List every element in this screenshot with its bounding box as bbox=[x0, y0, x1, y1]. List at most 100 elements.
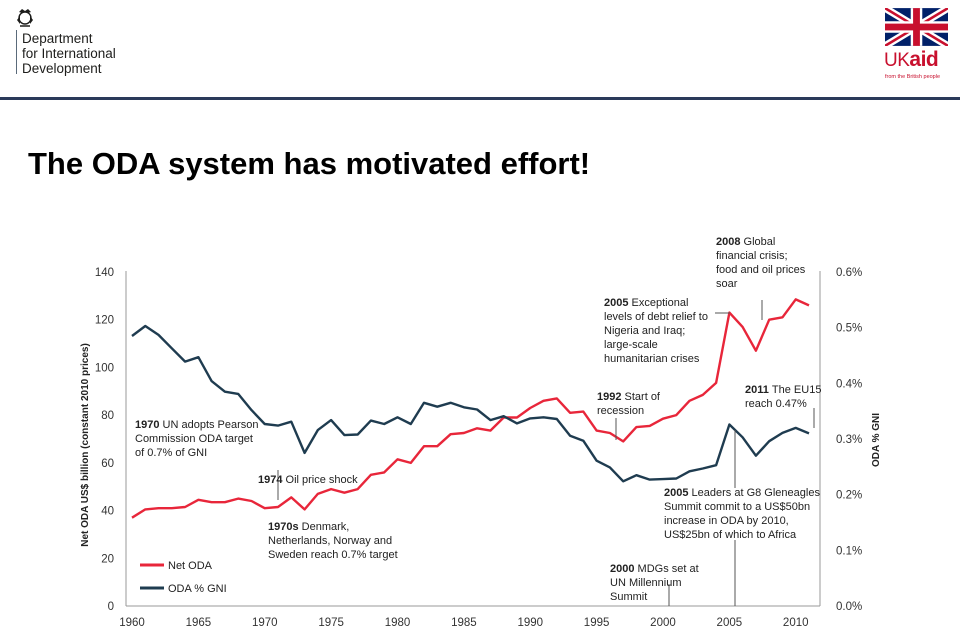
annotation-line: 1974 Oil price shock bbox=[258, 474, 358, 486]
annotation-line: Sweden reach 0.7% target bbox=[268, 549, 398, 561]
x-tick-label: 2005 bbox=[717, 617, 743, 629]
department-line-3: Development bbox=[22, 61, 102, 76]
annotation-line: large-scale bbox=[604, 339, 658, 351]
annotation-1970s: 1970s Denmark, Netherlands, Norway and Swe… bbox=[268, 521, 398, 561]
x-tick-label: 1985 bbox=[451, 617, 477, 629]
annotation-line: 2011 The EU15 bbox=[745, 384, 821, 396]
annotation-line: 2008 Global bbox=[716, 236, 775, 248]
annotation-year: 2005 bbox=[604, 297, 632, 309]
slide-header: Department for International Development… bbox=[0, 0, 960, 100]
annotation-text: The EU15 bbox=[772, 384, 822, 396]
annotation-line: Summit commit to a US$50bn bbox=[664, 501, 810, 513]
x-tick-label: 1960 bbox=[119, 617, 145, 629]
department-line-2: for International bbox=[22, 46, 116, 61]
y-right-tick-label: 0.4% bbox=[836, 378, 862, 390]
annotation-year: 1970s bbox=[268, 521, 302, 533]
annotation-line: Nigeria and Iraq; bbox=[604, 325, 685, 337]
department-line-1: Department bbox=[22, 31, 93, 46]
annotation-year: 1992 bbox=[597, 391, 625, 403]
annotation-line: UN Millennium bbox=[610, 577, 682, 589]
chart-axes bbox=[125, 271, 821, 607]
annotation-1974: 1974 Oil price shock bbox=[258, 474, 358, 486]
y-axis-right-label: ODA % GNI bbox=[871, 413, 882, 467]
logo-divider bbox=[16, 30, 17, 74]
annotation-line: US$25bn of which to Africa bbox=[664, 529, 797, 541]
annotation-text: Exceptional bbox=[632, 297, 689, 309]
ukaid-wordmark: UKaid bbox=[884, 48, 939, 72]
y-right-tick-label: 0.0% bbox=[836, 601, 862, 613]
annotation-line: increase in ODA by 2010, bbox=[664, 515, 789, 527]
annotation-line: 2000 MDGs set at bbox=[610, 563, 699, 575]
chart-annotations: 1970 UN adopts Pearson Commission ODA tar… bbox=[135, 236, 821, 603]
ukaid-uk: UK bbox=[884, 50, 910, 71]
annotation-leaders bbox=[277, 300, 815, 606]
legend-label-net-oda: Net ODA bbox=[168, 560, 213, 572]
annotation-year: 1970 bbox=[135, 419, 163, 431]
axis-ticks: 1960 1965 1970 1975 1980 1985 1990 1995 2000 2005… bbox=[95, 267, 862, 629]
annotation-year: 2011 bbox=[745, 384, 772, 396]
y-left-tick-label: 140 bbox=[95, 267, 114, 279]
annotation-line: food and oil prices bbox=[716, 264, 806, 276]
annotation-2011: 2011 The EU15 reach 0.47% bbox=[745, 384, 821, 410]
y-left-tick-label: 80 bbox=[101, 410, 114, 422]
annotation-text: UN adopts Pearson bbox=[163, 419, 259, 431]
royal-crest-icon bbox=[17, 9, 33, 27]
annotation-line: Commission ODA target bbox=[135, 433, 253, 445]
annotation-text: Global bbox=[744, 236, 776, 248]
annotation-line: 1992 Start of bbox=[597, 391, 661, 403]
x-tick-label: 1965 bbox=[186, 617, 212, 629]
union-flag-icon bbox=[885, 8, 948, 46]
annotation-2008: 2008 Global financial crisis; food and oil… bbox=[716, 236, 806, 290]
y-left-tick-label: 120 bbox=[95, 315, 114, 327]
slide-title: The ODA system has motivated effort! bbox=[28, 146, 591, 181]
ukaid-aid: aid bbox=[909, 48, 939, 71]
annotation-line: recession bbox=[597, 405, 644, 417]
x-tick-label: 1995 bbox=[584, 617, 610, 629]
annotation-line: 2005 Leaders at G8 Gleneagles bbox=[664, 487, 820, 499]
annotation-2005a: 2005 Exceptional levels of debt relief to… bbox=[604, 297, 708, 365]
annotation-2005b: 2005 Leaders at G8 Gleneagles Summit comm… bbox=[664, 487, 820, 541]
annotation-year: 1974 bbox=[258, 474, 286, 486]
annotation-text: Start of bbox=[625, 391, 661, 403]
header-bar bbox=[0, 97, 960, 100]
y-axis-left-label: Net ODA US$ billion (constant 2010 price… bbox=[80, 343, 91, 547]
chart-series bbox=[131, 298, 810, 519]
oda-gni-line bbox=[131, 324, 810, 483]
y-right-tick-label: 0.2% bbox=[836, 490, 862, 502]
y-left-tick-label: 40 bbox=[101, 506, 114, 518]
annotation-line: 1970s Denmark, bbox=[268, 521, 349, 533]
legend: Net ODA ODA % GNI bbox=[140, 560, 227, 595]
y-left-tick-label: 100 bbox=[95, 362, 114, 374]
annotation-2000: 2000 MDGs set at UN Millennium Summit bbox=[610, 563, 699, 603]
annotation-1992: 1992 Start of recession bbox=[597, 391, 661, 417]
y-right-tick-label: 0.6% bbox=[836, 267, 862, 279]
annotation-line: reach 0.47% bbox=[745, 398, 807, 410]
annotation-line: humanitarian crises bbox=[604, 353, 700, 365]
annotation-text: Leaders at G8 Gleneagles bbox=[692, 487, 821, 499]
annotation-line: soar bbox=[716, 278, 738, 290]
annotation-year: 2005 bbox=[664, 487, 692, 499]
x-tick-label: 1980 bbox=[385, 617, 411, 629]
department-name: Department for International Development bbox=[22, 31, 116, 76]
annotation-year: 2008 bbox=[716, 236, 744, 248]
annotation-text: Oil price shock bbox=[286, 474, 359, 486]
annotation-text: MDGs set at bbox=[638, 563, 699, 575]
y-right-tick-label: 0.5% bbox=[836, 323, 862, 335]
annotation-line: financial crisis; bbox=[716, 250, 788, 262]
annotation-year: 2000 bbox=[610, 563, 638, 575]
x-tick-label: 1970 bbox=[252, 617, 278, 629]
annotation-line: of 0.7% of GNI bbox=[135, 447, 207, 459]
y-left-tick-label: 20 bbox=[101, 553, 114, 565]
y-right-tick-label: 0.3% bbox=[836, 434, 862, 446]
annotation-text: Denmark, bbox=[302, 521, 350, 533]
y-right-tick-label: 0.1% bbox=[836, 545, 862, 557]
x-tick-label: 2010 bbox=[783, 617, 809, 629]
x-tick-label: 2000 bbox=[650, 617, 676, 629]
annotation-line: Summit bbox=[610, 591, 647, 603]
annotation-line: Netherlands, Norway and bbox=[268, 535, 392, 547]
legend-label-oda-gni: ODA % GNI bbox=[168, 583, 227, 595]
x-tick-label: 1990 bbox=[517, 617, 543, 629]
annotation-1970: 1970 UN adopts Pearson Commission ODA tar… bbox=[135, 419, 259, 459]
ukaid-tagline: from the British people bbox=[885, 74, 941, 80]
